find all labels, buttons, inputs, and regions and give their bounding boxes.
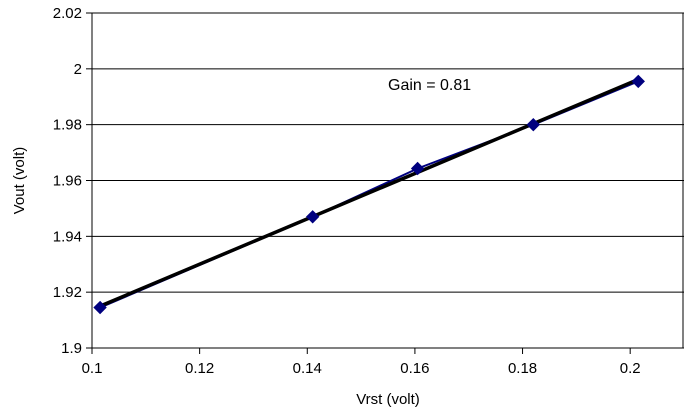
trendline	[98, 77, 641, 308]
x-tick-label: 0.16	[400, 360, 429, 377]
y-tick-label: 2.02	[53, 5, 82, 22]
y-tick-label: 2	[74, 61, 82, 78]
x-tick-label: 0.12	[185, 360, 214, 377]
x-axis-ticks: 0.1 0.12 0.14 0.16 0.18 0.2	[82, 348, 641, 377]
y-axis-ticks: 1.9 1.92 1.94 1.96 1.98 2 2.02	[53, 5, 92, 357]
gain-annotation: Gain = 0.81	[388, 77, 471, 94]
x-axis-title: Vrst (volt)	[356, 391, 420, 408]
x-tick-label: 0.18	[508, 360, 537, 377]
data-series	[93, 74, 645, 315]
y-axis-title: Vout (volt)	[11, 147, 28, 215]
y-tick-label: 1.96	[53, 173, 82, 190]
data-point-marker	[526, 117, 541, 132]
y-tick-label: 1.9	[61, 340, 82, 357]
y-tick-label: 1.94	[53, 228, 82, 245]
data-point-marker	[305, 210, 320, 224]
data-point-marker	[93, 300, 107, 315]
data-point-marker	[410, 161, 425, 176]
x-tick-label: 0.2	[620, 360, 641, 377]
gridlines	[92, 12, 684, 349]
y-tick-label: 1.92	[53, 284, 82, 301]
data-point-marker	[631, 74, 645, 89]
x-tick-label: 0.14	[293, 360, 322, 377]
x-tick-label: 0.1	[82, 360, 103, 377]
y-tick-label: 1.98	[53, 117, 82, 134]
